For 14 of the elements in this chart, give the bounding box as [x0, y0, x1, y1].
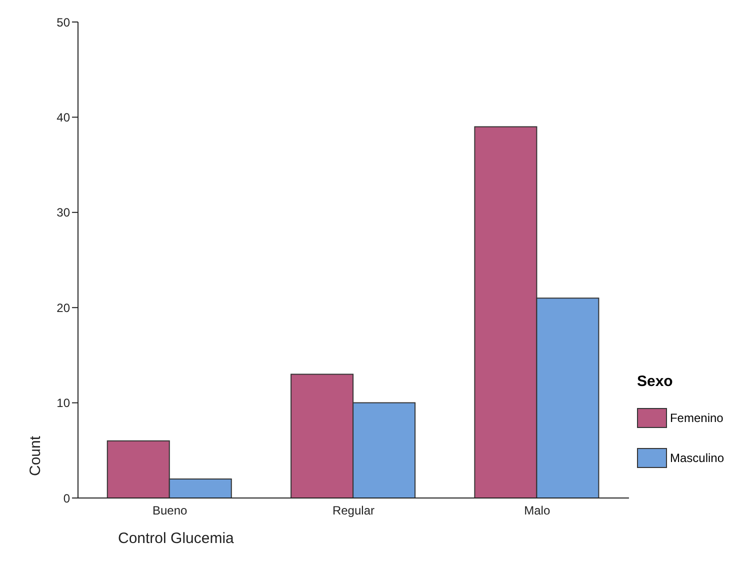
- y-tick-label: 20: [56, 300, 70, 315]
- y-axis-title: Count: [27, 435, 44, 476]
- y-tick-label: 40: [56, 110, 70, 124]
- y-tick-label: 0: [63, 491, 70, 506]
- y-tick-label: 30: [56, 206, 70, 220]
- y-tick-label: 10: [56, 396, 70, 410]
- legend-label: Femenino: [670, 411, 724, 425]
- x-tick-label: Bueno: [152, 504, 188, 518]
- legend-title: Sexo: [636, 373, 674, 390]
- y-tick-label: 50: [56, 15, 70, 30]
- x-tick-label: Malo: [524, 504, 550, 518]
- legend-label: Masculino: [670, 451, 724, 465]
- x-tick-label: Regular: [332, 504, 374, 518]
- x-axis-title: Control Glucemia: [118, 530, 234, 547]
